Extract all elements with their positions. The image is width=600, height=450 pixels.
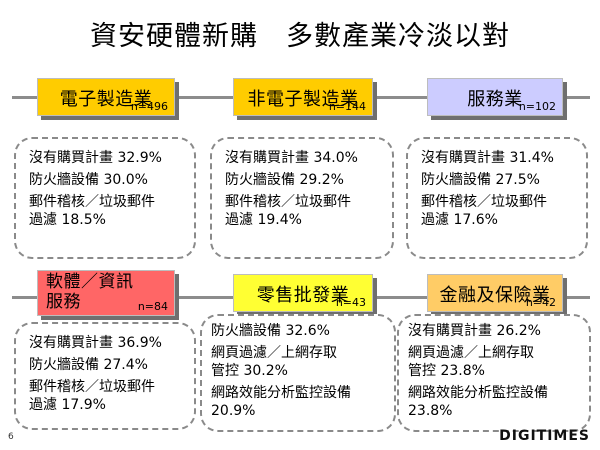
stat-line: 23.8%: [408, 403, 453, 419]
stat-line: 防火牆設備 30.0%: [29, 172, 148, 188]
category-name: 非電子製造業: [247, 89, 359, 110]
stat-line: 防火牆設備 27.4%: [29, 357, 148, 373]
stats-panel-non-electronics-manufacturing: 沒有購買計畫 34.0% 防火牆設備 29.2% 郵件稽核／垃圾郵件 過濾 19…: [210, 137, 394, 259]
stat-line: 管控 30.2%: [211, 363, 288, 379]
stat-line: 過濾 19.4%: [225, 212, 302, 228]
stat-line: 過濾 17.6%: [421, 212, 498, 228]
category-finance-insurance: 金融及保險業 n=42: [427, 274, 563, 312]
page-number: 6: [8, 432, 14, 442]
category-services: 服務業 n=102: [427, 78, 563, 116]
category-name: 服務業: [467, 89, 523, 110]
sample-size: n=102: [518, 100, 556, 113]
stat-line: 網路效能分析監控設備: [408, 385, 548, 401]
stat-line: 20.9%: [211, 403, 256, 419]
category-retail-wholesale: 零售批發業 n=43: [233, 274, 373, 312]
category-name: 軟體／資訊 服務: [46, 272, 156, 312]
stat-line: 網路效能分析監控設備: [211, 385, 351, 401]
category-software-it-services: 軟體／資訊 服務 n=84: [37, 270, 175, 316]
stats-panel-services: 沒有購買計畫 31.4% 防火牆設備 27.5% 郵件稽核／垃圾郵件 過濾 17…: [406, 137, 588, 259]
stat-line: 沒有購買計畫 31.4%: [421, 150, 554, 166]
stats-panel-software-it-services: 沒有購買計畫 36.9% 防火牆設備 27.4% 郵件稽核／垃圾郵件 過濾 17…: [14, 322, 196, 430]
page-title: 資安硬體新購 多數產業冷淡以對: [90, 21, 510, 52]
stat-line: 過濾 18.5%: [29, 212, 106, 228]
sample-size: n=84: [137, 300, 168, 313]
category-name-line1: 軟體／資訊: [46, 272, 134, 292]
stats-panel-electronics-manufacturing: 沒有購買計畫 32.9% 防火牆設備 30.0% 郵件稽核／垃圾郵件 過濾 18…: [14, 137, 196, 259]
stat-line: 郵件稽核／垃圾郵件: [29, 379, 155, 395]
digitimes-logo: DIGITIMES: [499, 428, 590, 444]
category-name: 電子製造業: [59, 89, 153, 110]
stat-line: 郵件稽核／垃圾郵件: [225, 194, 351, 210]
stat-line: 沒有購買計畫 34.0%: [225, 150, 358, 166]
sample-size: n=43: [335, 296, 366, 309]
stat-line: 沒有購買計畫 32.9%: [29, 150, 162, 166]
sample-size: n=496: [130, 100, 168, 113]
sample-size: n=42: [525, 296, 556, 309]
stats-panel-retail-wholesale: 防火牆設備 32.6% 網頁過濾／上網存取 管控 30.2% 網路效能分析監控設…: [200, 314, 396, 432]
category-name-line2: 服務: [46, 292, 81, 312]
sample-size: n=144: [328, 100, 366, 113]
stat-line: 郵件稽核／垃圾郵件: [421, 194, 547, 210]
stat-line: 沒有購買計畫 26.2%: [408, 323, 541, 339]
stat-line: 網頁過濾／上網存取: [211, 345, 337, 361]
category-name: 金融及保險業: [439, 285, 551, 306]
category-electronics-manufacturing: 電子製造業 n=496: [37, 78, 175, 116]
stat-line: 防火牆設備 29.2%: [225, 172, 344, 188]
stat-line: 防火牆設備 32.6%: [211, 323, 330, 339]
stat-line: 郵件稽核／垃圾郵件: [29, 194, 155, 210]
stats-panel-finance-insurance: 沒有購買計畫 26.2% 網頁過濾／上網存取 管控 23.8% 網路效能分析監控…: [397, 314, 591, 432]
stat-line: 過濾 17.9%: [29, 397, 106, 413]
category-name: 零售批發業: [256, 285, 350, 306]
stat-line: 沒有購買計畫 36.9%: [29, 335, 162, 351]
stat-line: 管控 23.8%: [408, 363, 485, 379]
category-non-electronics-manufacturing: 非電子製造業 n=144: [233, 78, 373, 116]
stat-line: 網頁過濾／上網存取: [408, 345, 534, 361]
stat-line: 防火牆設備 27.5%: [421, 172, 540, 188]
